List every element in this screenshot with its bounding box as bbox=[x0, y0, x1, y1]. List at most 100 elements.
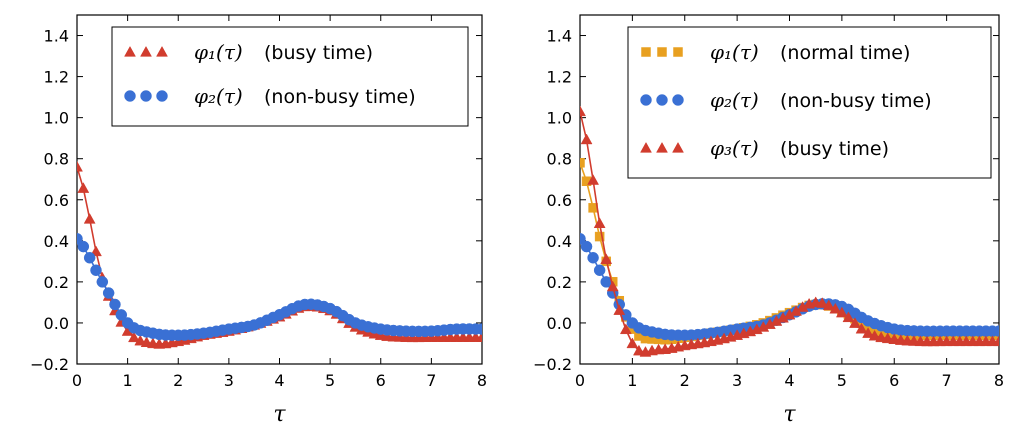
data-point bbox=[835, 306, 848, 318]
data-point bbox=[77, 160, 83, 172]
chart-right: 0 1 2 3 4 5 6 7 8 −0.2 0.0 0.2 0.4 0.6 0.8 1.0 1.2 1.4 τ φ₁… bbox=[533, 14, 1004, 427]
legend-marker-circle bbox=[656, 94, 668, 106]
data-point bbox=[849, 317, 861, 328]
data-point bbox=[862, 327, 874, 338]
y-tick-label: 1.2 bbox=[547, 68, 572, 87]
x-tick-label: 6 bbox=[376, 371, 386, 390]
data-point bbox=[580, 240, 593, 253]
x-tick-label: 7 bbox=[426, 371, 436, 390]
y-tick-label: 0.6 bbox=[547, 191, 572, 210]
legend-item: φ₂(τ) (non-busy time) bbox=[640, 88, 932, 112]
data-point bbox=[587, 252, 599, 264]
legend-box bbox=[627, 26, 992, 179]
legend-item: φ₂(τ) (non-busy time) bbox=[124, 84, 416, 108]
legend-label: (non-busy time) bbox=[264, 86, 416, 108]
legend-box bbox=[111, 26, 469, 127]
legend-math-label: φ₂(τ) bbox=[194, 84, 243, 108]
y-tick-label: 0.2 bbox=[547, 273, 572, 292]
data-point bbox=[134, 334, 147, 346]
data-point bbox=[632, 344, 645, 356]
data-point bbox=[83, 212, 96, 224]
data-point bbox=[829, 302, 842, 314]
x-axis-label: τ bbox=[273, 402, 286, 427]
data-point bbox=[580, 105, 586, 117]
data-point bbox=[593, 264, 606, 276]
data-point bbox=[993, 325, 999, 337]
legend-marker-circle bbox=[156, 90, 168, 102]
data-point bbox=[102, 287, 115, 299]
legend-marker-triangle bbox=[640, 141, 652, 153]
x-tick-label: 3 bbox=[732, 371, 742, 390]
legend-math-label: φ₁(τ) bbox=[710, 40, 759, 64]
data-point bbox=[115, 309, 128, 321]
legend-label: (normal time) bbox=[780, 42, 910, 64]
legend-marker-circle bbox=[640, 94, 652, 106]
legend-item: φ₃(τ) (busy time) bbox=[640, 136, 889, 160]
data-point bbox=[822, 299, 835, 311]
data-point bbox=[619, 323, 632, 335]
data-point bbox=[580, 158, 585, 168]
x-tick-label: 4 bbox=[784, 371, 794, 390]
legend-math-label: φ₁(τ) bbox=[194, 40, 243, 64]
legend: φ₁(τ) (normal time) φ₂(τ) (non-busy time) φ₃… bbox=[627, 26, 992, 179]
legend-math-label: φ₂(τ) bbox=[710, 88, 759, 112]
y-tick-label: 0.6 bbox=[44, 191, 69, 210]
legend-marker-triangle bbox=[156, 45, 168, 57]
legend-marker-square bbox=[673, 47, 683, 57]
data-point bbox=[580, 133, 593, 145]
data-point bbox=[96, 276, 109, 288]
data-point bbox=[77, 182, 90, 193]
y-tick-label: 1.4 bbox=[44, 27, 69, 46]
y-tick-label: 0.4 bbox=[547, 232, 572, 251]
legend-label: (busy time) bbox=[780, 138, 889, 160]
data-point bbox=[83, 252, 96, 264]
x-tick-label: 2 bbox=[680, 371, 690, 390]
legend-marker-triangle bbox=[140, 45, 152, 57]
x-tick-label: 0 bbox=[72, 371, 82, 390]
legend-marker-triangle bbox=[656, 141, 668, 153]
data-point bbox=[868, 329, 881, 341]
y-tick-label: 1.0 bbox=[44, 109, 69, 128]
data-point bbox=[77, 240, 90, 253]
data-point bbox=[816, 297, 829, 308]
chart-left: 0 1 2 3 4 5 6 7 8 −0.2 0.0 0.2 0.4 0.6 0.8 1.0 1.2 1.4 τ φ₁… bbox=[30, 14, 487, 427]
x-tick-label: 7 bbox=[942, 371, 952, 390]
data-point bbox=[587, 174, 600, 185]
data-point bbox=[606, 280, 619, 292]
legend-marker-circle bbox=[124, 90, 136, 102]
x-tick-label: 5 bbox=[325, 371, 335, 390]
series-circle-1 bbox=[77, 233, 482, 342]
legend-marker-square bbox=[641, 47, 651, 57]
data-point bbox=[90, 264, 102, 276]
legend: φ₁(τ) (busy time) φ₂(τ) (non-busy time) bbox=[111, 26, 469, 127]
x-tick-label: 3 bbox=[224, 371, 234, 390]
y-tick-label: 0.4 bbox=[44, 232, 69, 251]
y-tick-label: 0.0 bbox=[44, 314, 69, 333]
x-tick-label: 8 bbox=[477, 371, 487, 390]
data-point bbox=[842, 311, 855, 323]
y-tick-label: 0.0 bbox=[547, 314, 572, 333]
series-triangle-2 bbox=[580, 105, 999, 357]
legend-marker-circle bbox=[140, 90, 152, 102]
y-tick-label: 1.0 bbox=[547, 109, 572, 128]
y-tick-label: 0.8 bbox=[547, 150, 572, 169]
legend-label: (non-busy time) bbox=[780, 90, 932, 112]
legend-math-label: φ₃(τ) bbox=[710, 136, 759, 160]
x-tick-label: 5 bbox=[837, 371, 847, 390]
data-point bbox=[128, 331, 140, 343]
x-tick-label: 4 bbox=[274, 371, 284, 390]
y-tick-label: 0.8 bbox=[44, 150, 69, 169]
data-point bbox=[626, 337, 639, 349]
data-point bbox=[476, 323, 482, 335]
y-tick-label: 0.2 bbox=[44, 273, 69, 292]
legend-marker-triangle bbox=[124, 45, 136, 57]
legend-item: φ₁(τ) (busy time) bbox=[124, 40, 373, 64]
x-tick-label: 1 bbox=[123, 371, 133, 390]
x-tick-label: 6 bbox=[889, 371, 899, 390]
x-tick-label: 1 bbox=[627, 371, 637, 390]
x-axis-label: τ bbox=[783, 402, 796, 427]
data-layer bbox=[77, 160, 482, 349]
y-tick-label: 1.2 bbox=[44, 68, 69, 87]
data-layer bbox=[580, 105, 999, 357]
